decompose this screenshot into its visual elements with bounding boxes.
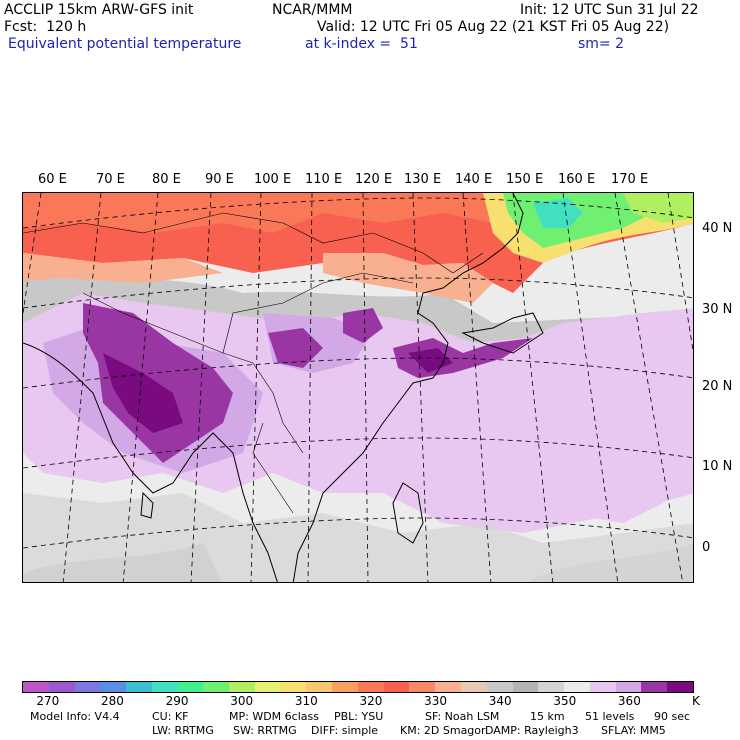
colorbar-segment: [23, 682, 49, 692]
colorbar-segment: [667, 682, 693, 692]
lat-label: 10 N: [702, 459, 733, 474]
lon-label: 130 E: [404, 172, 442, 187]
footer-timestep: 90 sec: [654, 710, 691, 723]
south-grey: [23, 493, 693, 582]
lon-label: 150 E: [506, 172, 544, 187]
colorbar-tick-label: 270: [36, 694, 60, 708]
lon-label: 120 E: [355, 172, 393, 187]
country-borders: [23, 212, 484, 514]
init-time: Init: 12 UTC Sun 31 Jul 22: [520, 2, 699, 18]
footer-damp: DAMP: Rayleigh3: [485, 724, 579, 737]
model-title: ACCLIP 15km ARW-GFS init: [4, 2, 194, 18]
colorbar-segment: [409, 682, 436, 692]
colorbar-tick-label: 310: [294, 694, 318, 708]
lime-area: [623, 193, 693, 223]
lon-label: 80 E: [152, 172, 181, 187]
colorbar-segment: [151, 682, 178, 692]
lat-label: 30 N: [702, 302, 733, 317]
forecast-hour: Fcst: 120 h: [4, 19, 87, 35]
center-label: NCAR/MMM: [272, 2, 353, 18]
footer-model-info: Model Info: V4.4: [30, 710, 120, 723]
map-panel: [22, 192, 694, 583]
lon-label: 160 E: [558, 172, 596, 187]
colorbar-segment: [461, 682, 487, 692]
colorbar-segment: [564, 682, 590, 692]
footer-lw: LW: RRTMG: [152, 724, 214, 737]
colorbar-segment: [538, 682, 565, 692]
lon-label: 70 E: [96, 172, 125, 187]
teal-area: [533, 198, 583, 228]
moist-region-pacific: [523, 463, 663, 523]
footer-cu: CU: KF: [152, 710, 189, 723]
colorbar-segment: [100, 682, 127, 692]
lon-label: 60 E: [38, 172, 67, 187]
warm-core: [23, 193, 503, 233]
colorbar-segment: [48, 682, 75, 692]
colorbar-tick-label: 340: [488, 694, 512, 708]
colorbar-segment: [177, 682, 204, 692]
colorbar-segment: [615, 682, 642, 692]
colorbar-tick-label: 280: [101, 694, 124, 708]
footer-sf: SF: Noah LSM: [425, 710, 500, 723]
footer-resolution: 15 km: [530, 710, 565, 723]
colorbar-segment: [435, 682, 462, 692]
colorbar-segment: [203, 682, 230, 692]
colorbar-tick-label: 360: [617, 694, 641, 708]
colorbar-tick-label: 330: [424, 694, 447, 708]
purple-max-sichuan: [268, 328, 323, 368]
footer-mp: MP: WDM 6class: [229, 710, 319, 723]
footer-km: KM: 2D Smagor: [400, 724, 486, 737]
warm-fringe: [323, 253, 493, 303]
warm-fringe-west: [23, 253, 223, 283]
colorbar-tick-label: 290: [165, 694, 189, 708]
purple-core-india: [103, 353, 183, 433]
lat-label: 0: [702, 540, 711, 555]
footer-sw: SW: RRTMG: [233, 724, 297, 737]
footer-levels: 51 levels: [585, 710, 635, 723]
footer-sflay: SFLAY: MM5: [601, 724, 666, 737]
coastlines: [23, 193, 544, 582]
lon-label: 170 E: [611, 172, 649, 187]
colorbar: [22, 681, 694, 693]
colorbar-segment: [332, 682, 358, 692]
lon-label: 110 E: [305, 172, 343, 187]
colorbar-segment: [486, 682, 513, 692]
lon-label: 140 E: [455, 172, 493, 187]
colorbar-segment: [357, 682, 384, 692]
colorbar-segment: [280, 682, 307, 692]
colorbar-tick-label: 300: [230, 694, 254, 708]
level-label: at k-index = 51: [305, 36, 418, 52]
colorbar-segment: [254, 682, 281, 692]
colorbar-segment: [74, 682, 101, 692]
colorbar-unit: K: [692, 694, 700, 708]
footer-pbl: PBL: YSU: [334, 710, 384, 723]
colorbar-segment: [306, 682, 333, 692]
colorbar-segment: [383, 682, 410, 692]
valid-time: Valid: 12 UTC Fri 05 Aug 22 (21 KST Fri …: [317, 19, 670, 35]
colorbar-tick-label: 320: [359, 694, 383, 708]
footer-diff: DIFF: simple: [311, 724, 379, 737]
lon-label: 90 E: [205, 172, 234, 187]
colorbar-tick-label: 350: [553, 694, 577, 708]
colorbar-segment: [229, 682, 255, 692]
field-name: Equivalent potential temperature: [8, 36, 242, 52]
colorbar-segment: [126, 682, 152, 692]
smoothing-label: sm= 2: [578, 36, 625, 52]
equivalent-potential-temperature-map: [23, 193, 693, 582]
graticule: [23, 193, 693, 582]
purple-max-north-china: [343, 308, 383, 343]
lat-label: 20 N: [702, 379, 733, 394]
colorbar-segment: [589, 682, 616, 692]
lat-label: 40 N: [702, 221, 733, 236]
colorbar-segment: [641, 682, 668, 692]
lon-label: 100 E: [254, 172, 292, 187]
colorbar-segment: [512, 682, 539, 692]
purple-core-japan: [408, 348, 453, 373]
